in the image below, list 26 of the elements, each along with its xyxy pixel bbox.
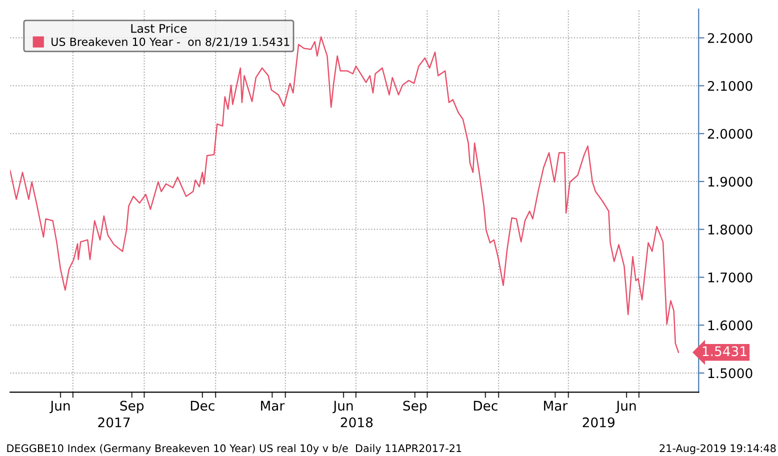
x2-tick-label: 2018 (340, 417, 373, 428)
x-tick-label: Jun (332, 400, 353, 414)
x2-tick-label: 2017 (98, 417, 130, 428)
x-tick-label: Sep (120, 400, 144, 414)
x2-tick-label: 2019 (582, 417, 614, 428)
y-tick-label: 1.6000 (708, 320, 752, 330)
y-tick-label: 1.8000 (708, 224, 752, 235)
y-tick-label: 2.2000 (708, 33, 752, 44)
text: DEGGBE10 Index (Germany Breakeven 10 Year) US real 10y v b/e Daily 11APR2017-21 (7, 444, 462, 454)
x-tick-label: Dec (190, 400, 214, 411)
text: 21-Aug-2019 19:14:48 (660, 444, 776, 454)
y-tick-label: 2.1000 (708, 80, 752, 91)
x-tick-label: Mar (544, 400, 568, 411)
y-tick-label: 1.9000 (708, 176, 752, 187)
x-tick-label: Mar (261, 400, 285, 411)
annotation: 1.5431 (702, 346, 746, 356)
x-tick-label: Sep (403, 400, 427, 414)
x-tick-label: Jun (616, 400, 636, 414)
y-tick-label: 1.7000 (708, 272, 752, 282)
legend-label: US Breakeven 10 Year - on 8/21/19 1.5431 (52, 37, 290, 47)
x-tick-label: Dec (474, 400, 498, 411)
legend-title: Last Price (131, 24, 187, 33)
y-tick-label: 1.5000 (708, 368, 752, 378)
x-tick-label: Jun (50, 400, 70, 414)
y-tick-label: 2.0000 (708, 128, 752, 139)
line-series (10, 36, 680, 353)
